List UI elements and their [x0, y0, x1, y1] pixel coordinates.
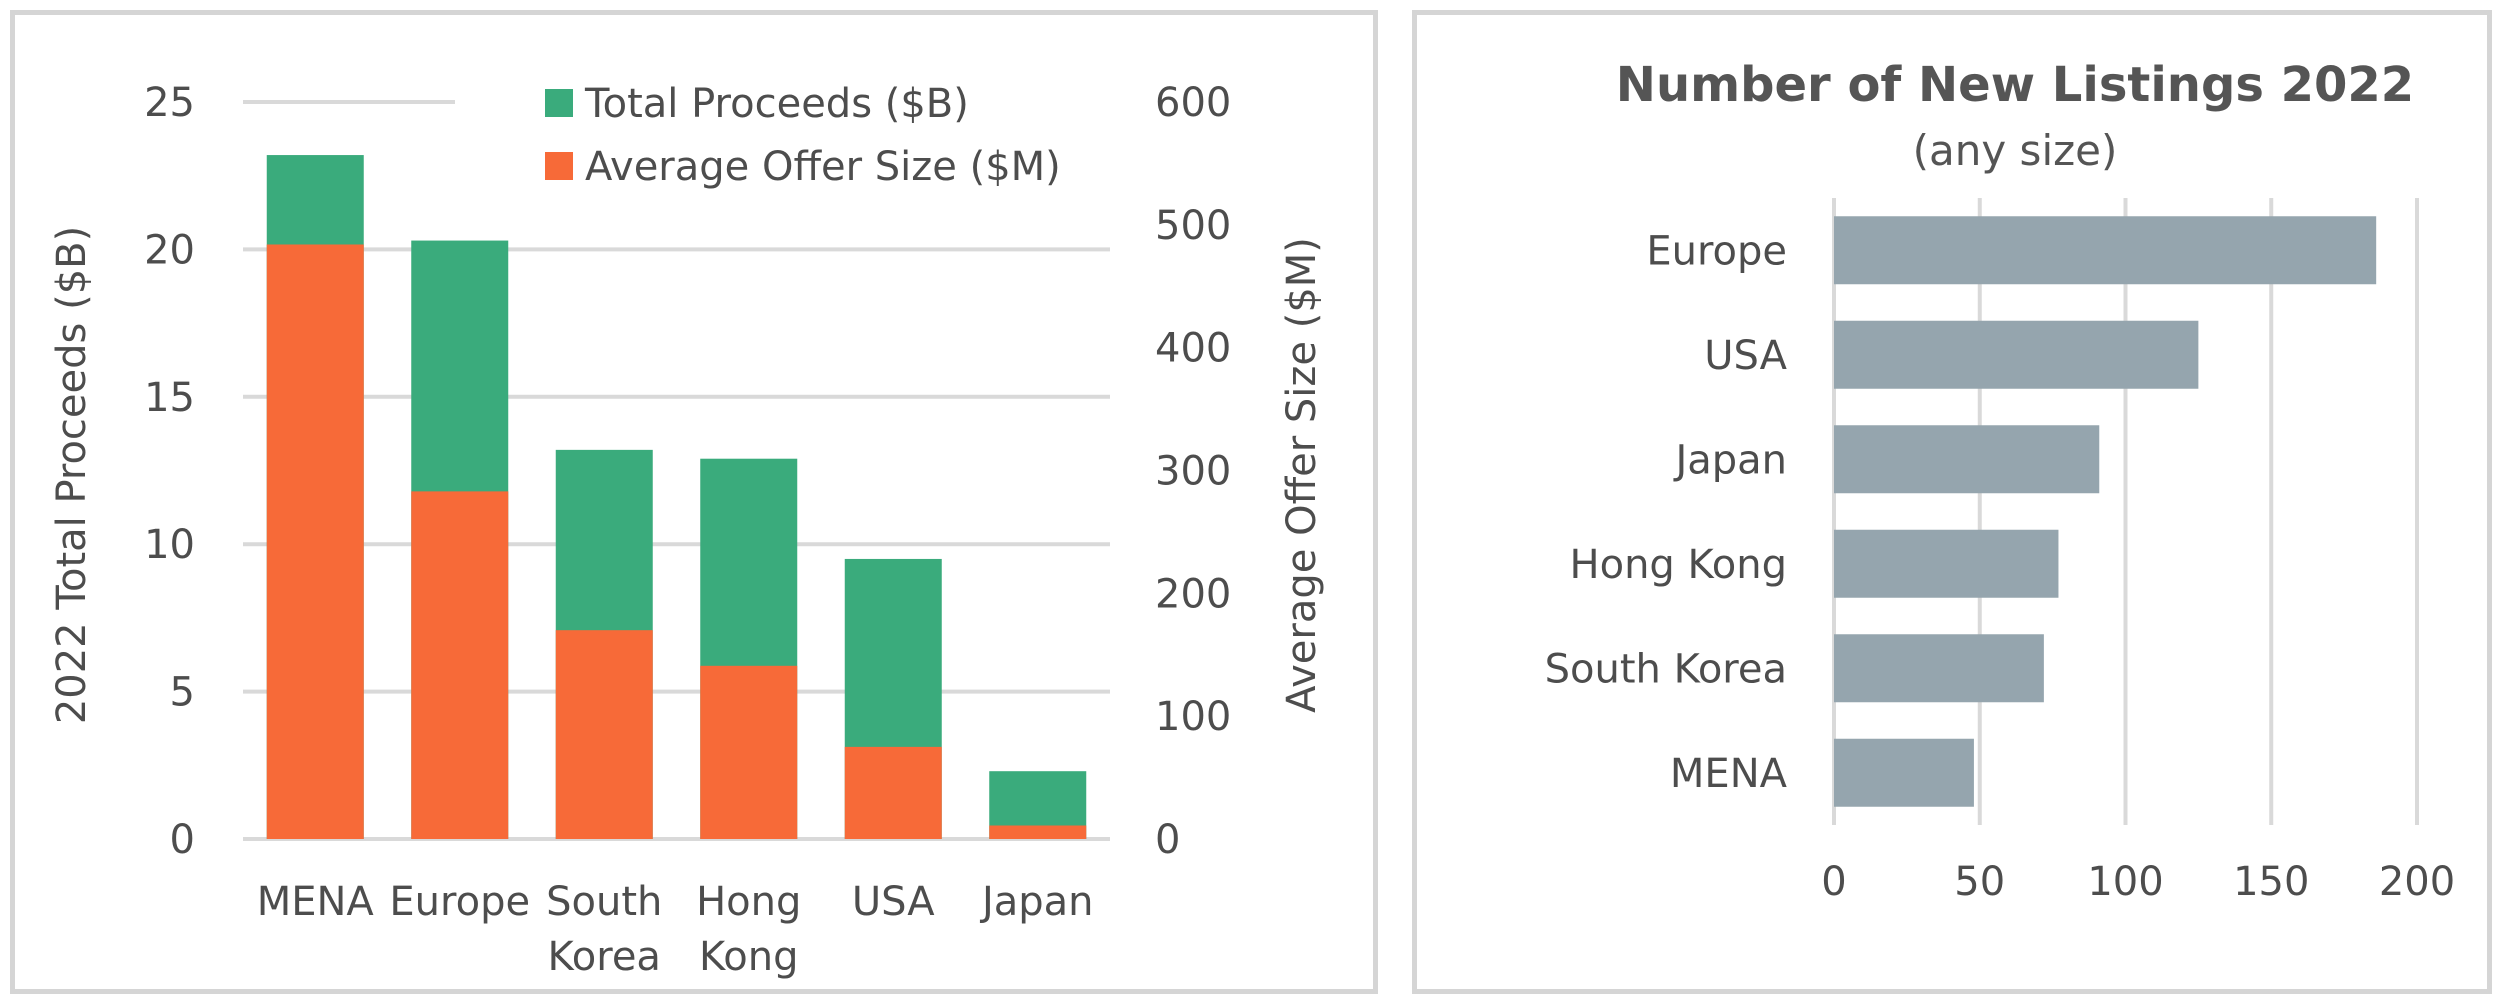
bar-new-listings	[1834, 320, 2199, 389]
y-tick-label: Hong Kong	[1570, 542, 1787, 588]
x-tick-label: 100	[2087, 859, 2163, 905]
x-tick-label: South Korea	[546, 879, 662, 980]
bar-new-listings	[1834, 634, 2044, 703]
y-tick-label-right: 0	[1155, 817, 1180, 863]
legend-swatch	[545, 152, 573, 180]
bar-new-listings	[1834, 738, 1974, 807]
horizontal-bar-chart-panel: Number of New Listings 2022 (any size) 0…	[1412, 10, 2492, 994]
x-tick-label: Europe	[389, 879, 530, 925]
bar-average-offer-size	[989, 825, 1087, 839]
x-tick-label: MENA	[257, 879, 375, 925]
stacked-bar-chart-panel: 0 5 10 15 20 25 0 100 200 300 400 500 600 MENA Europe…	[10, 10, 1378, 994]
y-tick-label: MENA	[1670, 751, 1788, 797]
chart-title: Number of New Listings 2022	[1616, 57, 2414, 113]
chart-subtitle: (any size)	[1913, 126, 2118, 175]
y-tick-label: Europe	[1646, 228, 1787, 274]
bar-new-listings	[1834, 529, 2059, 598]
y-axis-left-label: 2022 Total Proceeds ($B)	[49, 226, 95, 724]
bar-average-offer-size	[555, 630, 653, 839]
bar-average-offer-size	[700, 665, 798, 839]
y-tick-label-right: 300	[1155, 449, 1231, 495]
x-tick-label: 200	[2379, 859, 2455, 905]
y-tick-label-left: 15	[144, 375, 195, 421]
bar-average-offer-size	[844, 746, 942, 839]
x-tick-label: Hong Kong	[696, 879, 801, 980]
x-tick-label: 0	[1821, 859, 1846, 905]
legend-label: Average Offer Size ($M)	[585, 144, 1061, 190]
y-tick-label-left: 10	[144, 522, 195, 568]
y-tick-label-right: 100	[1155, 694, 1231, 740]
legend-swatch	[545, 89, 573, 117]
x-tick-label: Japan	[979, 879, 1094, 925]
y-tick-label: USA	[1704, 333, 1787, 379]
bar-average-offer-size	[266, 244, 364, 839]
y-tick-label-left: 0	[170, 817, 195, 863]
stacked-bar-chart: 0 5 10 15 20 25 0 100 200 300 400 500 600 MENA Europe…	[49, 80, 1325, 980]
y-tick-label-right: 600	[1155, 80, 1231, 126]
y-tick-label-left: 5	[170, 670, 195, 716]
x-tick-label: USA	[852, 879, 935, 925]
horizontal-bar-chart: Number of New Listings 2022 (any size) 0…	[1545, 57, 2456, 905]
y-tick-label-right: 200	[1155, 571, 1231, 617]
y-tick-label-right: 400	[1155, 326, 1231, 372]
y-axis-right-label: Average Offer Size ($M)	[1279, 237, 1325, 713]
y-tick-label-right: 500	[1155, 203, 1231, 249]
legend-label: Total Proceeds ($B)	[584, 81, 969, 127]
x-tick-label: 150	[2233, 859, 2309, 905]
bar-new-listings	[1834, 216, 2377, 285]
y-tick-label-left: 20	[144, 227, 195, 273]
x-tick-label: 50	[1954, 859, 2005, 905]
y-tick-label: South Korea	[1545, 646, 1787, 692]
y-tick-label-left: 25	[144, 80, 195, 126]
bar-average-offer-size	[411, 491, 509, 839]
bar-new-listings	[1834, 425, 2100, 494]
y-tick-label: Japan	[1672, 437, 1787, 483]
